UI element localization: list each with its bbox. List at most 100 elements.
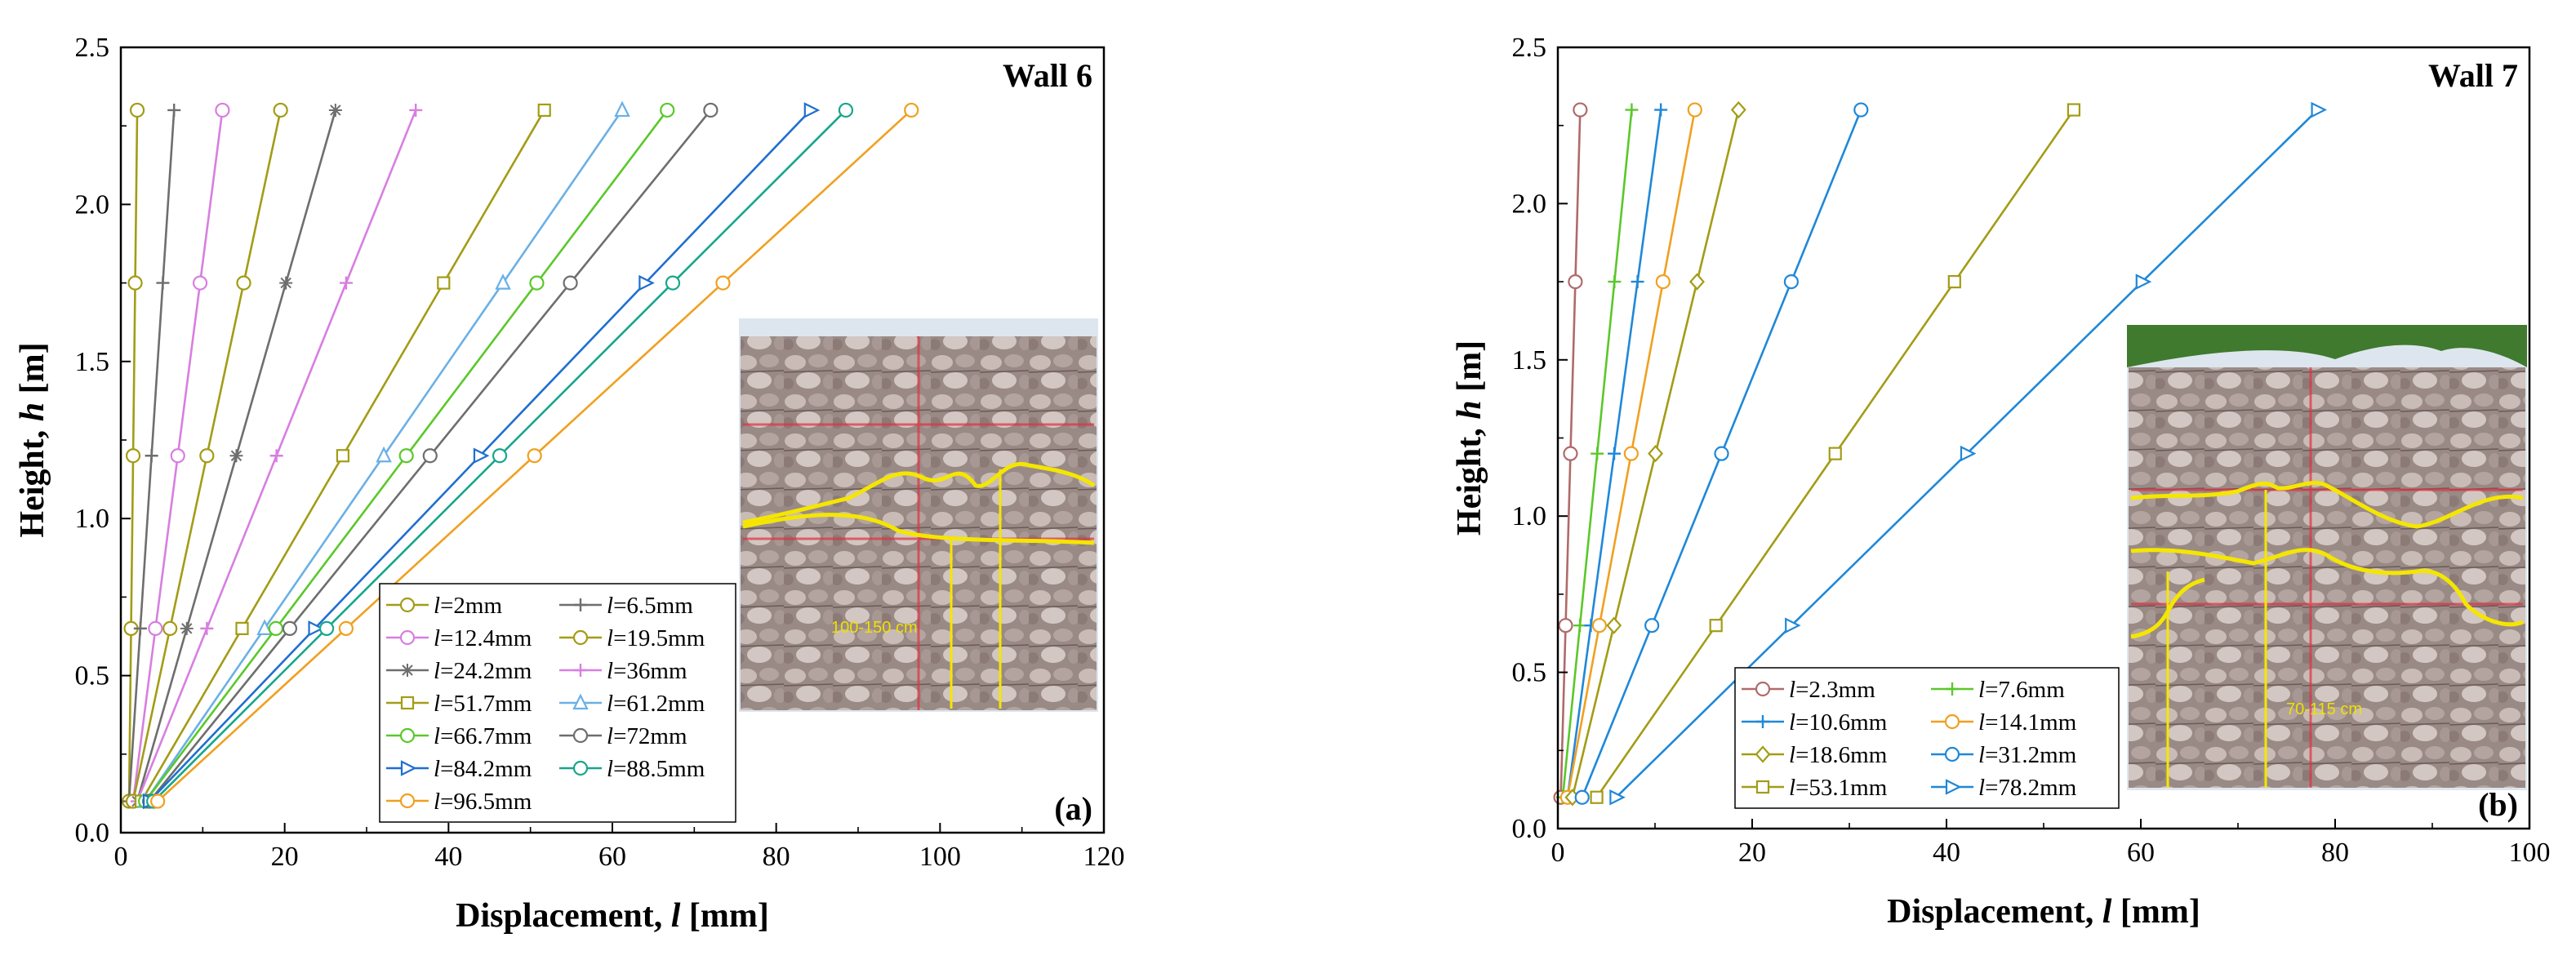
y-tick-label: 2.5 <box>1512 33 1547 63</box>
photo-crack-upper <box>742 461 1096 525</box>
x-tick-label: 40 <box>1933 838 1960 868</box>
data-point <box>1648 444 1664 463</box>
data-point <box>129 102 145 118</box>
data-point <box>1730 100 1746 119</box>
axes: 0 20 40 60 80 100 120 0.0 0.5 1.0 1.5 2.0 2.5 Displac… <box>14 33 1125 935</box>
data-point <box>338 620 354 636</box>
y-tick-label: 1.5 <box>1512 345 1547 376</box>
data-point <box>192 275 208 291</box>
legend-item: l=19.5mm <box>559 625 705 651</box>
legend-label: l=36mm <box>607 658 687 684</box>
plot-area <box>121 100 919 810</box>
legend-item: l=12.4mm <box>386 625 532 651</box>
legend-item: l=2.3mm <box>1742 677 1875 703</box>
legend-marker <box>400 696 415 710</box>
legend-label: l=18.6mm <box>1789 742 1888 768</box>
photo-inset: 70-115 cm <box>2127 325 2527 790</box>
x-tick-label: 80 <box>2321 838 2349 868</box>
legend-item: l=18.6mm <box>1742 742 1888 768</box>
data-point <box>1783 274 1799 290</box>
y-tick-label: 1.0 <box>75 504 110 534</box>
legend-label: l=7.6mm <box>1978 677 2065 703</box>
chart-panel-wall-7: 70-115 cm 0 20 40 60 80 100 0.0 0.5 1.0 1.5 2.0 2.5… <box>1451 33 2551 931</box>
legend: l=2mm l=6.5mm l=12.4mm l=19.5mm l=24.2mm l=36… <box>379 583 736 823</box>
legend-label: l=72mm <box>607 723 687 749</box>
data-point <box>200 621 214 635</box>
legend-label: l=12.4mm <box>434 625 532 651</box>
data-point <box>409 103 423 117</box>
data-point <box>1591 618 1607 633</box>
legend-marker <box>400 760 417 776</box>
y-tick-label: 2.0 <box>75 189 110 220</box>
data-point <box>167 103 181 117</box>
legend-marker <box>572 727 589 744</box>
data-point <box>145 449 158 463</box>
data-point <box>269 449 283 463</box>
data-point <box>1609 789 1626 806</box>
x-tick-label: 100 <box>2509 838 2551 868</box>
data-point <box>437 276 451 290</box>
legend-label: l=88.5mm <box>607 756 705 782</box>
legend-item: l=31.2mm <box>1931 742 2077 768</box>
y-tick-label: 1.0 <box>1512 501 1547 531</box>
data-point <box>638 274 655 291</box>
data-point <box>268 620 283 636</box>
data-point <box>1960 445 1977 462</box>
photo-measure-lines <box>950 469 1002 709</box>
x-tick-label: 80 <box>763 842 790 872</box>
x-tick-label: 40 <box>434 842 462 872</box>
data-point <box>1574 789 1590 805</box>
data-point <box>127 275 143 291</box>
data-point <box>904 102 919 118</box>
data-point <box>236 275 251 291</box>
legend-marker <box>572 760 589 776</box>
series-53.1mm <box>1590 103 2080 804</box>
data-point <box>563 275 578 291</box>
legend-label: l=24.2mm <box>434 658 532 684</box>
data-point <box>1623 446 1639 461</box>
legend-marker <box>1944 746 1960 762</box>
legend-item: l=78.2mm <box>1931 775 2077 801</box>
data-point <box>665 275 681 291</box>
data-point <box>1709 619 1723 633</box>
photo-grid-lines <box>743 336 1094 710</box>
legend-marker <box>1946 682 1959 696</box>
legend-item: l=14.1mm <box>1931 709 2077 736</box>
legend-label: l=51.7mm <box>434 691 532 717</box>
series-14.1mm <box>1559 102 1702 805</box>
data-point <box>1608 275 1622 289</box>
series-2mm <box>121 102 145 809</box>
y-tick-label: 2.5 <box>75 33 110 63</box>
axes: 0 20 40 60 80 100 0.0 0.5 1.0 1.5 2.0 2.5 Displaceme… <box>1451 33 2551 931</box>
data-point <box>133 621 147 635</box>
legend-marker <box>572 693 589 710</box>
legend-marker <box>1945 779 1962 795</box>
y-tick-label: 0.5 <box>75 661 110 691</box>
legend-marker <box>1944 713 1960 730</box>
data-point <box>170 448 185 464</box>
data-point <box>529 275 545 291</box>
data-point <box>180 621 194 635</box>
legend-item: l=7.6mm <box>1931 677 2065 703</box>
legend-label: l=61.2mm <box>607 691 705 717</box>
photo-measure-lines <box>2166 490 2267 788</box>
data-point <box>1714 446 1729 461</box>
photo-label: 100-150 cm <box>831 619 918 637</box>
series-24.2mm <box>131 103 342 808</box>
x-tick-label: 120 <box>1083 842 1125 872</box>
data-point <box>527 448 542 464</box>
photo-crack-middle <box>2130 548 2524 627</box>
data-point <box>703 102 719 118</box>
legend-item: l=66.7mm <box>386 723 532 749</box>
data-point <box>1654 103 1668 117</box>
legend-label: l=19.5mm <box>607 625 705 651</box>
data-point <box>492 448 508 464</box>
data-point <box>1608 447 1622 460</box>
data-point <box>235 621 249 635</box>
chart-title: Wall 6 <box>1003 57 1092 94</box>
legend-item: l=96.5mm <box>386 789 532 815</box>
x-tick-label: 20 <box>271 842 299 872</box>
data-point <box>1644 618 1660 633</box>
legend-item: l=10.6mm <box>1742 709 1888 736</box>
